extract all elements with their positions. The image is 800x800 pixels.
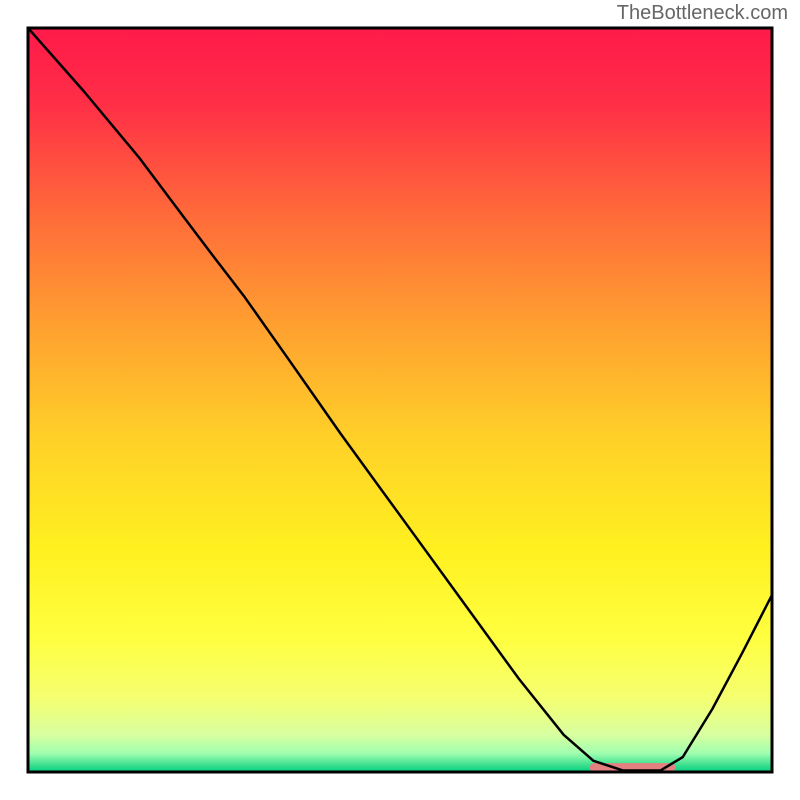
gradient-background bbox=[28, 28, 772, 772]
chart-container: TheBottleneck.com bbox=[0, 0, 800, 800]
watermark-text: TheBottleneck.com bbox=[617, 2, 788, 25]
bottleneck-chart bbox=[0, 0, 800, 800]
